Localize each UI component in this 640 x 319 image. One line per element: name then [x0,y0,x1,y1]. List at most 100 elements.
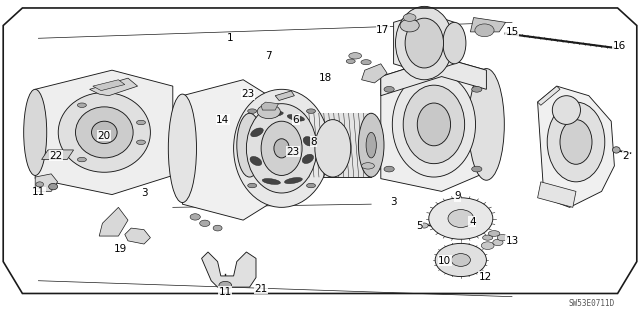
Ellipse shape [302,154,314,164]
Polygon shape [250,113,371,177]
Ellipse shape [417,103,451,146]
Text: 2: 2 [623,151,629,161]
Ellipse shape [287,115,305,121]
Ellipse shape [384,86,394,92]
Ellipse shape [77,157,86,162]
Text: 11: 11 [32,187,45,197]
Ellipse shape [346,59,355,63]
Polygon shape [182,80,269,220]
Polygon shape [381,57,486,96]
Polygon shape [381,57,486,191]
Ellipse shape [560,120,592,164]
Polygon shape [35,174,58,191]
Ellipse shape [92,121,117,144]
Polygon shape [470,18,506,32]
Text: 17: 17 [376,25,389,35]
Polygon shape [90,78,138,96]
Ellipse shape [307,183,316,188]
Ellipse shape [403,85,465,164]
Polygon shape [42,150,74,160]
Ellipse shape [475,24,494,37]
Text: 11: 11 [219,287,232,297]
Ellipse shape [255,94,283,203]
Ellipse shape [448,210,474,227]
Ellipse shape [274,139,289,158]
Ellipse shape [261,121,302,175]
Text: 19: 19 [114,244,127,255]
Ellipse shape [262,179,280,184]
Text: 12: 12 [479,272,492,282]
Ellipse shape [136,120,145,125]
Ellipse shape [468,69,504,180]
Ellipse shape [612,147,620,153]
Ellipse shape [366,132,376,158]
Ellipse shape [481,242,494,249]
Ellipse shape [234,89,330,207]
Text: 10: 10 [438,256,451,266]
Ellipse shape [248,183,257,188]
Ellipse shape [315,120,351,177]
Ellipse shape [488,231,500,236]
Ellipse shape [547,102,605,182]
Ellipse shape [400,19,419,32]
Ellipse shape [362,163,374,169]
Ellipse shape [396,6,453,80]
Polygon shape [538,182,576,207]
Polygon shape [538,86,614,207]
Ellipse shape [24,89,47,175]
Ellipse shape [251,128,263,137]
Ellipse shape [497,234,508,241]
Polygon shape [362,64,387,83]
Text: 3: 3 [141,188,147,198]
Ellipse shape [384,166,394,172]
Ellipse shape [552,96,580,124]
Text: 23: 23 [242,89,255,99]
Text: 23: 23 [287,146,300,157]
Text: 9: 9 [454,191,461,201]
Text: 8: 8 [310,137,317,147]
Ellipse shape [136,140,145,145]
Text: 4: 4 [469,217,476,227]
Ellipse shape [403,14,416,21]
Text: 16: 16 [613,41,626,51]
Text: 21: 21 [255,284,268,294]
Polygon shape [202,252,256,287]
Text: 1: 1 [227,33,234,43]
Text: SW53E0711D: SW53E0711D [568,299,614,308]
Ellipse shape [358,113,384,177]
Ellipse shape [349,53,362,59]
Ellipse shape [405,18,444,68]
Ellipse shape [392,72,476,177]
Text: 22: 22 [50,151,63,161]
Ellipse shape [77,103,86,108]
Text: 13: 13 [506,236,518,246]
Ellipse shape [429,198,493,239]
Polygon shape [394,13,454,73]
Polygon shape [538,86,560,105]
Ellipse shape [257,105,280,119]
Polygon shape [261,102,278,110]
Ellipse shape [168,94,196,203]
Ellipse shape [303,137,314,146]
Ellipse shape [435,243,486,277]
Ellipse shape [248,109,257,113]
Ellipse shape [443,22,466,64]
Ellipse shape [190,214,200,220]
Ellipse shape [36,182,44,187]
Polygon shape [125,228,150,244]
Text: 6: 6 [292,115,299,125]
Ellipse shape [472,86,482,92]
Polygon shape [35,70,173,195]
Polygon shape [93,80,125,91]
Ellipse shape [420,223,428,228]
Polygon shape [99,207,128,236]
Ellipse shape [472,166,482,172]
Ellipse shape [76,107,133,158]
Ellipse shape [285,177,302,184]
Ellipse shape [307,109,316,113]
Ellipse shape [49,183,58,190]
Ellipse shape [200,220,210,226]
Ellipse shape [361,60,371,65]
Text: 7: 7 [266,51,272,61]
Ellipse shape [451,254,470,266]
